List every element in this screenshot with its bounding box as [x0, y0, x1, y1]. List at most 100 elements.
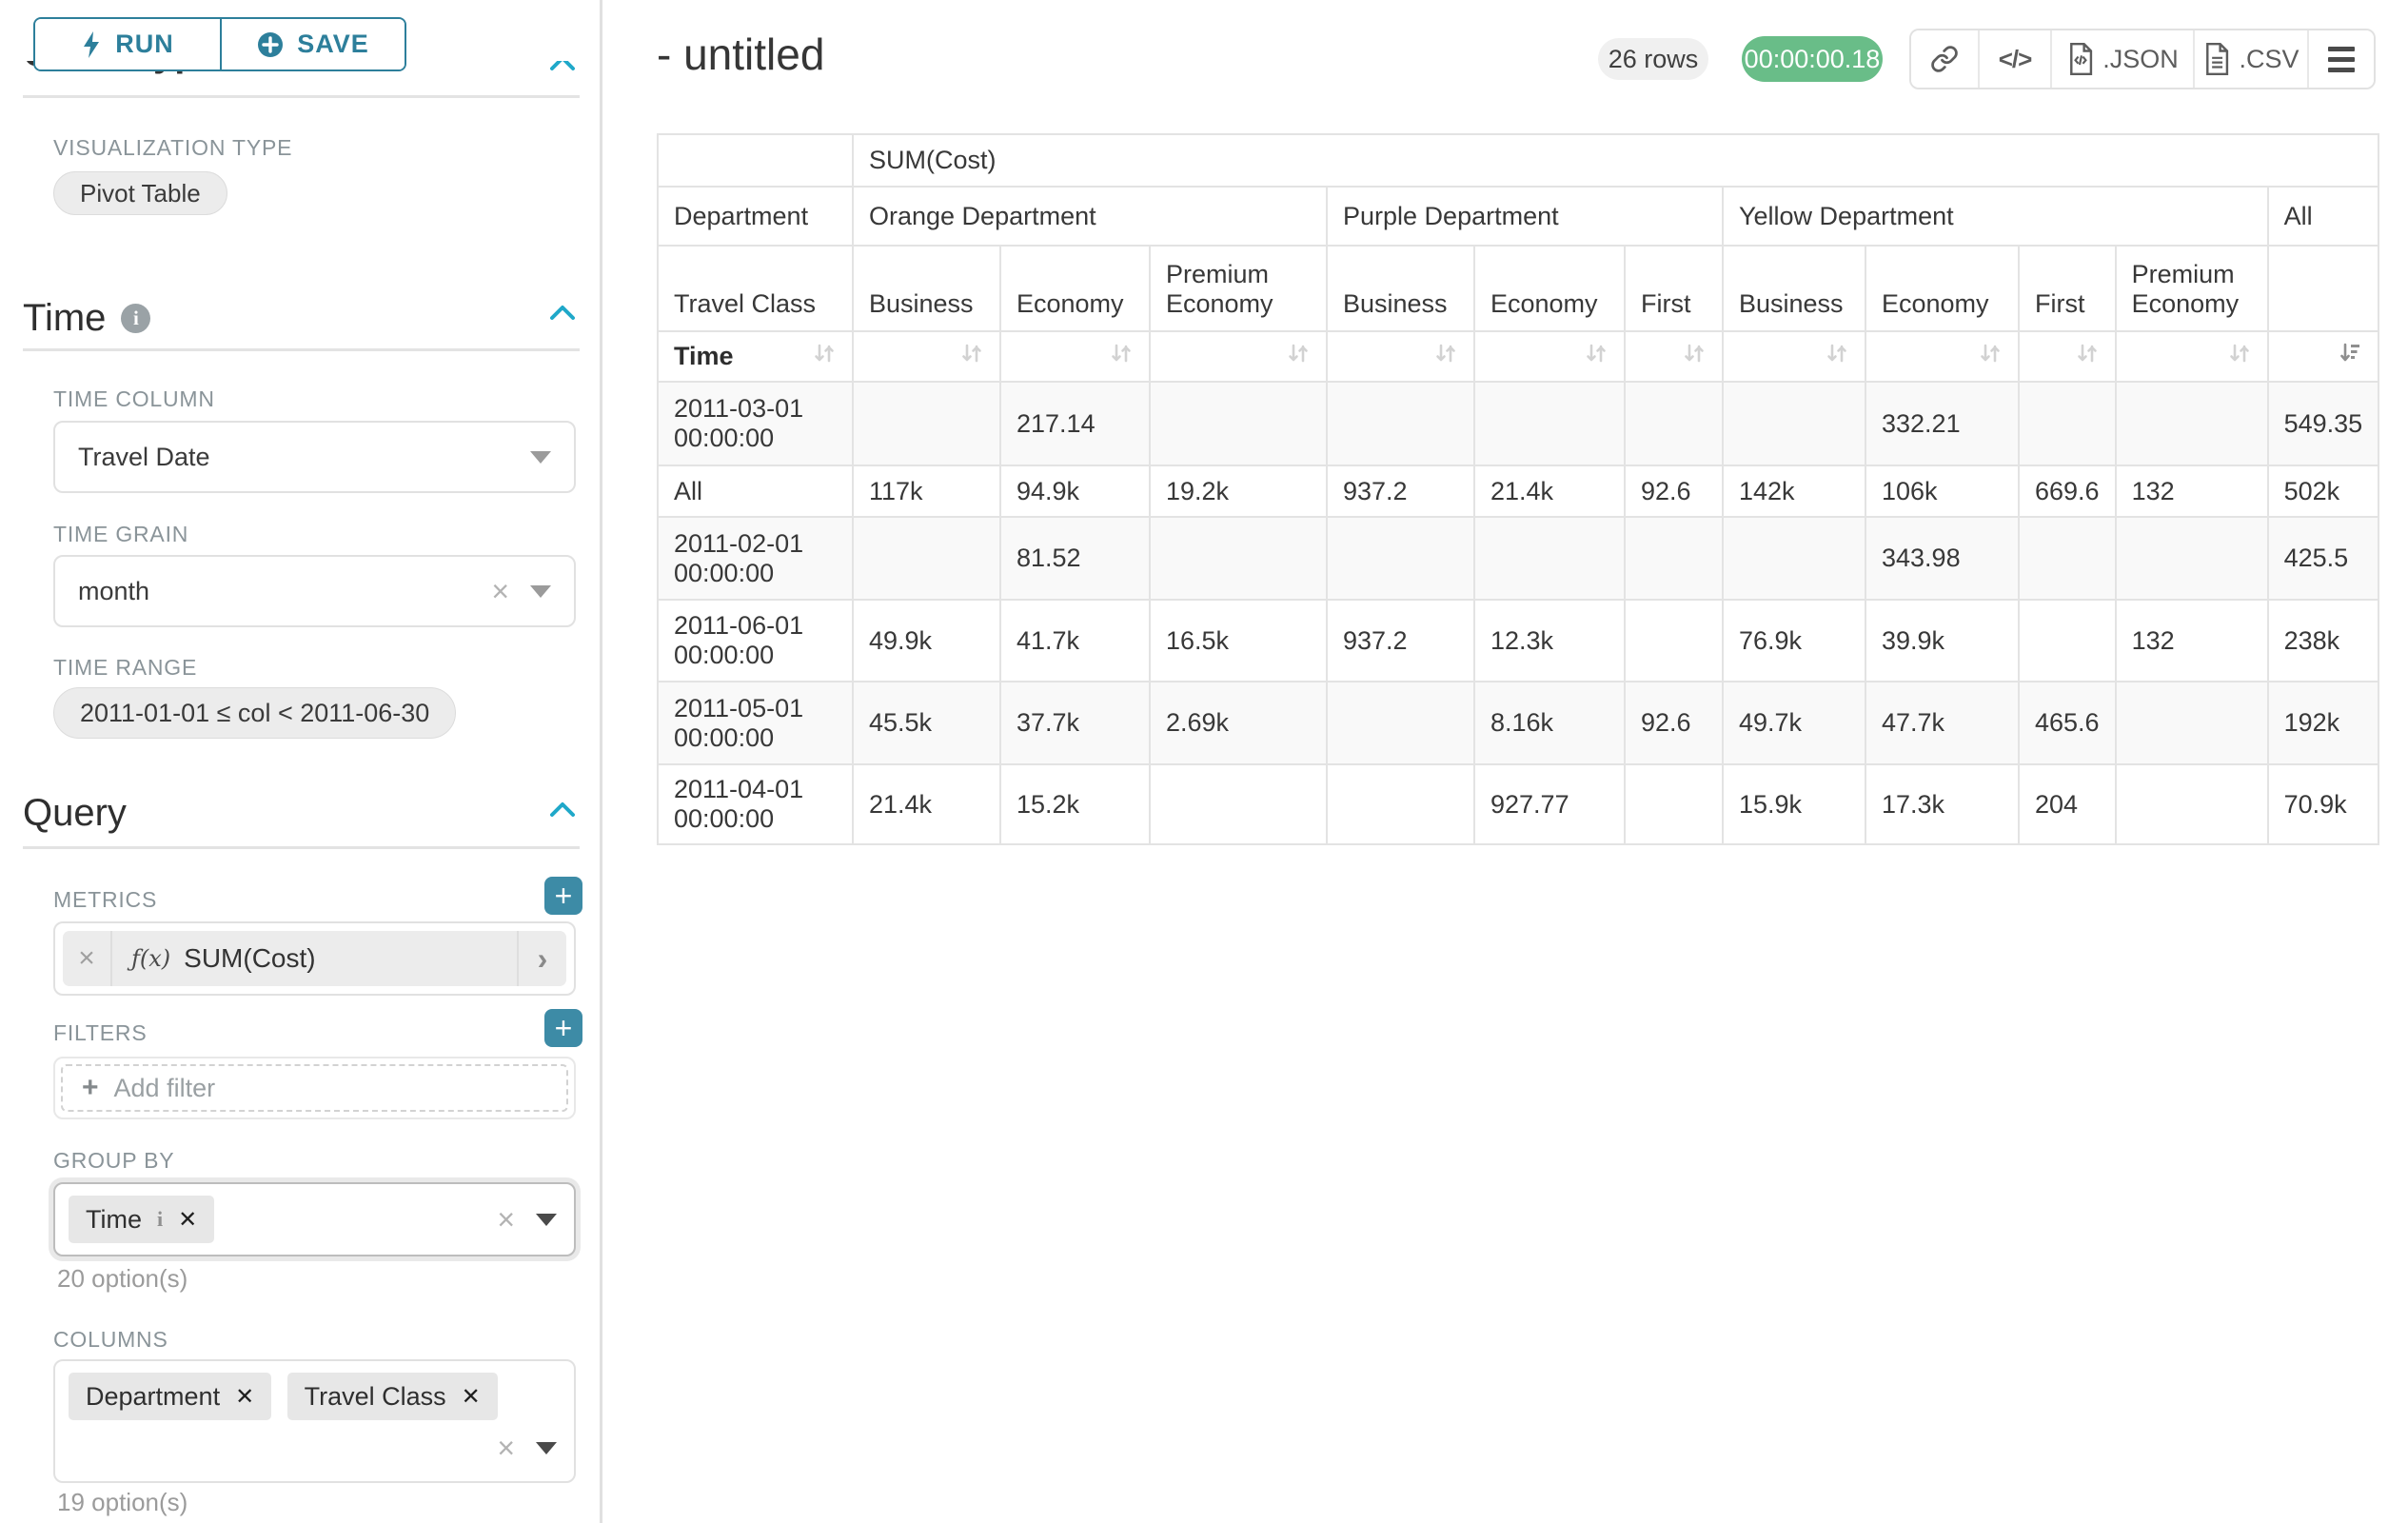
sort-header-cell[interactable]	[2018, 330, 2117, 383]
pivot-cell	[852, 516, 1001, 601]
sort-header-cell[interactable]	[2114, 330, 2269, 383]
pivot-cell	[1326, 381, 1475, 466]
pivot-cell: 425.5	[2266, 516, 2380, 601]
remove-tag-icon[interactable]: ✕	[235, 1383, 255, 1410]
metrics-label: METRICS	[53, 887, 158, 912]
pivot-cell: 16.5k	[1149, 599, 1328, 682]
visualization-type-pill[interactable]: Pivot Table	[53, 171, 227, 215]
pivot-cell: 49.7k	[1722, 681, 1866, 765]
group-by-select[interactable]: Time i ✕ ×	[53, 1182, 576, 1256]
view-query-button[interactable]: </>	[1978, 30, 2050, 88]
pivot-cell: 41.7k	[999, 599, 1151, 682]
metric-header-row: SUM(Cost)	[657, 133, 2380, 188]
time-column-select[interactable]: Travel Date	[53, 421, 576, 493]
metric-header: SUM(Cost)	[851, 133, 2380, 188]
time-collapse-chevron-icon[interactable]	[548, 303, 577, 326]
pivot-cell: 45.5k	[852, 681, 1001, 765]
pivot-cell: 49.9k	[852, 599, 1001, 682]
sort-header-cell[interactable]	[1722, 330, 1866, 383]
sort-icon[interactable]	[1109, 341, 1134, 372]
clear-icon[interactable]: ×	[497, 1431, 515, 1465]
pivot-cell	[1326, 763, 1475, 845]
pivot-cell: 332.21	[1865, 381, 2020, 466]
clear-icon[interactable]: ×	[497, 1202, 515, 1236]
sort-header-cell[interactable]	[852, 330, 1001, 383]
plus-icon: +	[554, 1011, 573, 1045]
add-filter-dropzone[interactable]: + Add filter	[61, 1064, 568, 1112]
sort-header-cell[interactable]	[2266, 330, 2380, 383]
sort-icon[interactable]	[1286, 341, 1311, 372]
sort-header-cell[interactable]	[1473, 330, 1626, 383]
export-csv-button[interactable]: .CSV	[2193, 30, 2307, 88]
save-button[interactable]: SAVE	[220, 19, 405, 69]
sort-icon[interactable]	[1584, 341, 1609, 372]
column-group-header: All	[2266, 186, 2380, 247]
sort-icon[interactable]	[2227, 341, 2252, 372]
remove-tag-icon[interactable]: ✕	[461, 1383, 481, 1410]
pivot-cell: 15.2k	[999, 763, 1151, 845]
travel-class-header: First	[1624, 245, 1724, 332]
time-section-heading: Time i	[23, 297, 151, 340]
pivot-row-header: 2011-02-01 00:00:00	[657, 516, 854, 601]
export-json-button[interactable]: .JSON	[2050, 30, 2193, 88]
chart-title[interactable]: - untitled	[657, 30, 825, 79]
sort-header-time[interactable]: Time	[657, 330, 854, 383]
pivot-cell: 117k	[852, 465, 1001, 518]
sort-icon[interactable]	[2075, 341, 2100, 372]
pivot-row: All 117k 94.9k 19.2k 937.2 21.4k 92.6 142k 106k 6…	[657, 465, 2380, 518]
row-dimension-label: Travel Class	[657, 245, 854, 332]
chevron-right-icon[interactable]: ›	[517, 931, 566, 986]
pivot-table-body: 2011-03-01 00:00:00 217.14 332.21 549.35 All…	[657, 381, 2380, 845]
group-by-tag[interactable]: Time i ✕	[69, 1196, 215, 1243]
menu-button[interactable]	[2307, 30, 2374, 88]
travel-class-header: Premium Economy	[1149, 245, 1328, 332]
sort-header-cell[interactable]	[1624, 330, 1724, 383]
clear-icon[interactable]: ×	[491, 574, 509, 608]
control-panel-sidebar: Chart Type RUN SAVE VISUALIZATION TYPE P…	[0, 0, 602, 1523]
pivot-row-header: 2011-03-01 00:00:00	[657, 381, 854, 466]
run-button[interactable]: RUN	[35, 19, 220, 69]
pivot-cell: 343.98	[1865, 516, 2020, 601]
sort-header-cell[interactable]	[1865, 330, 2020, 383]
row-count-badge: 26 rows	[1598, 38, 1708, 80]
sort-header-cell[interactable]	[1326, 330, 1475, 383]
sort-icon[interactable]	[1433, 341, 1458, 372]
remove-metric-icon[interactable]: ×	[63, 931, 112, 986]
caret-down-icon[interactable]	[530, 584, 551, 598]
metrics-control: × ƒ(x) SUM(Cost) ›	[53, 921, 576, 996]
time-grain-select[interactable]: month ×	[53, 555, 576, 627]
columns-tag[interactable]: Travel Class ✕	[286, 1373, 498, 1420]
pivot-cell	[1473, 516, 1626, 601]
sort-icon[interactable]	[812, 341, 837, 372]
add-metric-button[interactable]: +	[544, 877, 582, 915]
sort-row: Time	[657, 330, 2380, 383]
sort-desc-icon[interactable]	[2338, 341, 2362, 372]
pivot-cell	[2114, 516, 2269, 601]
sort-icon[interactable]	[1682, 341, 1707, 372]
travel-class-header: Business	[1722, 245, 1866, 332]
pivot-cell: 142k	[1722, 465, 1866, 518]
short-url-button[interactable]	[1911, 30, 1978, 88]
columns-tag[interactable]: Department ✕	[69, 1373, 272, 1420]
caret-down-icon[interactable]	[536, 1213, 557, 1226]
export-button-group: </> .JSON .CSV	[1909, 29, 2376, 89]
pivot-cell	[1722, 516, 1866, 601]
sort-icon[interactable]	[1978, 341, 2003, 372]
pivot-row: 2011-06-01 00:00:00 49.9k 41.7k 16.5k 937.2 1…	[657, 599, 2380, 682]
sort-header-cell[interactable]	[1149, 330, 1328, 383]
sort-icon[interactable]	[1825, 341, 1849, 372]
caret-down-icon[interactable]	[536, 1441, 557, 1454]
pivot-cell	[1624, 763, 1724, 845]
add-filter-plus-button[interactable]: +	[544, 1009, 582, 1047]
sort-header-cell[interactable]	[999, 330, 1151, 383]
caret-down-icon[interactable]	[530, 450, 551, 464]
query-collapse-chevron-icon[interactable]	[548, 800, 577, 823]
travel-class-header: Business	[852, 245, 1001, 332]
columns-select[interactable]: Department ✕ Travel Class ✕ ×	[53, 1359, 576, 1483]
remove-tag-icon[interactable]: ✕	[178, 1206, 198, 1233]
time-range-pill[interactable]: 2011-01-01 ≤ col < 2011-06-30	[53, 687, 457, 739]
metric-pill[interactable]: × ƒ(x) SUM(Cost) ›	[63, 931, 566, 986]
pivot-cell: 47.7k	[1865, 681, 2020, 765]
time-grain-value: month	[78, 576, 150, 605]
sort-icon[interactable]	[959, 341, 984, 372]
